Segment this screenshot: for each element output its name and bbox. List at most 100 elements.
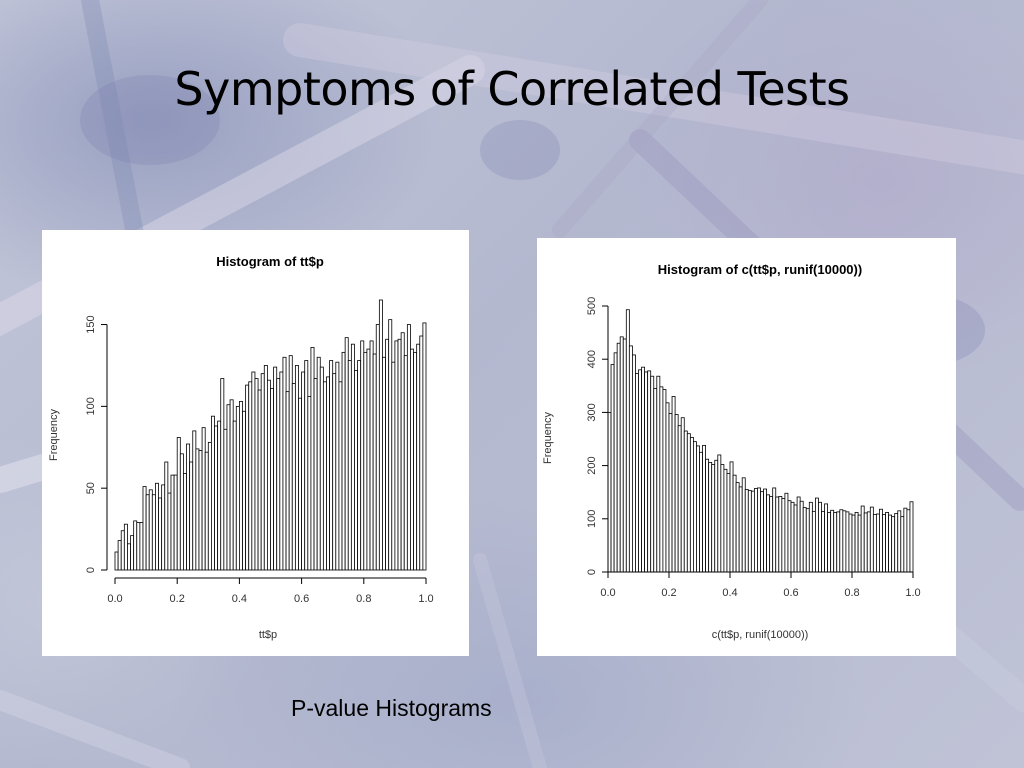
histogram-bar <box>830 509 835 573</box>
histogram-bar <box>857 514 862 573</box>
histogram-bar <box>659 386 664 573</box>
y-tick-label: 200 <box>586 456 598 474</box>
histogram-bar <box>344 337 349 571</box>
histogram-bar <box>186 443 191 571</box>
histogram-bar <box>363 351 368 571</box>
y-tick-label: 0 <box>85 567 97 573</box>
histogram-bar <box>285 391 290 571</box>
histogram-bar <box>793 504 798 573</box>
histogram-panel-left: Histogram of tt$p tt$p Frequency 0.0 0.2 0… <box>42 230 469 656</box>
histogram-bar <box>714 459 719 573</box>
histogram-bar <box>382 356 386 571</box>
histogram-bar <box>824 503 828 573</box>
histogram-bar <box>757 487 761 573</box>
y-tick-label: 50 <box>85 482 97 494</box>
histogram-bar <box>117 540 122 571</box>
histogram-bar <box>650 375 655 573</box>
y-tick-label: 500 <box>586 297 598 315</box>
histogram-bar <box>276 378 281 571</box>
histogram-panel-right: Histogram of c(tt$p, runif(10000)) c(tt$… <box>537 238 956 656</box>
histogram-bar <box>391 361 396 571</box>
histogram-bar <box>220 378 225 571</box>
histogram-bar <box>170 474 175 571</box>
histogram-bar <box>863 512 868 573</box>
histogram-bar <box>136 522 141 571</box>
histogram-bar <box>680 417 685 573</box>
x-tick-label: 0.6 <box>294 593 309 605</box>
histogram-bar <box>204 451 209 571</box>
x-tick-label: 0.6 <box>783 587 798 599</box>
histogram-bar <box>723 468 728 573</box>
x-tick-label: 1.0 <box>418 593 433 605</box>
histogram-bar <box>665 402 670 573</box>
x-tick-label: 0.8 <box>844 587 859 599</box>
histogram-bar <box>245 384 250 571</box>
histogram-bar <box>702 444 707 573</box>
histogram-bar <box>860 505 865 573</box>
histogram-bar <box>279 371 284 571</box>
histogram-bar <box>900 516 905 573</box>
histogram-bar <box>223 428 228 571</box>
chart-title: Histogram of c(tt$p, runif(10000)) <box>658 262 862 277</box>
histogram-bar <box>319 366 324 571</box>
slide-title: Symptoms of Correlated Tests <box>174 62 850 116</box>
histogram-bar <box>644 371 649 573</box>
histogram-bar <box>201 427 206 571</box>
histogram-bar <box>833 512 838 573</box>
x-tick-label: 1.0 <box>905 587 920 599</box>
histogram-bar <box>173 474 178 571</box>
histogram-bar <box>894 513 899 573</box>
histogram-bar <box>161 484 166 571</box>
histogram-bar <box>729 461 734 573</box>
histogram-bar <box>310 347 315 571</box>
histogram-bar <box>372 353 377 571</box>
histogram-bar <box>123 523 128 571</box>
histogram-bar <box>130 535 135 571</box>
histogram-bar <box>638 369 642 573</box>
histogram-bar <box>332 373 337 571</box>
histogram-bar <box>410 348 414 571</box>
histogram-bar <box>692 441 697 573</box>
histogram-bar <box>811 510 816 573</box>
histogram-bar <box>879 508 883 573</box>
histogram-bar <box>214 425 219 571</box>
histogram-bar <box>288 355 293 571</box>
chart-title: Histogram of tt$p <box>216 254 324 269</box>
histogram-bar <box>388 319 393 571</box>
histogram-bar <box>726 473 731 573</box>
histogram-bar <box>158 497 163 571</box>
histogram-bar <box>760 491 764 573</box>
histogram-bar <box>836 511 841 573</box>
histogram-bar <box>814 497 819 573</box>
histogram-bar <box>211 415 215 571</box>
histogram-bar <box>266 379 271 571</box>
histogram-bar <box>882 514 886 573</box>
histogram-bar <box>790 501 795 573</box>
histogram-bar <box>613 352 618 573</box>
histogram-bar <box>167 492 172 571</box>
histogram-bar <box>179 453 184 571</box>
histogram-bar <box>294 365 299 571</box>
histogram-bar <box>155 482 159 571</box>
histogram-bar <box>176 437 181 571</box>
histogram-bar <box>671 396 676 573</box>
histogram-bar <box>313 378 318 571</box>
histogram-bar <box>139 522 144 571</box>
histogram-bar <box>307 396 312 571</box>
histogram-bar <box>802 507 807 573</box>
histogram-bar <box>622 338 627 573</box>
axes: 0.0 0.2 0.4 0.6 0.8 1.0 0 100 200 300 400 500 <box>586 297 921 599</box>
histogram-bar <box>808 501 813 573</box>
x-tick-label: 0.2 <box>170 593 185 605</box>
slide-caption: P-value Histograms <box>291 695 492 721</box>
axes: 0.0 0.2 0.4 0.6 0.8 1.0 0 50 100 150 <box>85 315 434 605</box>
histogram-bar <box>891 516 896 573</box>
x-tick-label: 0.0 <box>600 587 615 599</box>
histogram-bar <box>341 351 346 571</box>
histogram-bar <box>260 373 265 571</box>
histogram-bar <box>127 543 131 571</box>
histogram-bar <box>235 405 240 571</box>
histogram-bar <box>909 501 914 573</box>
histogram-bar <box>625 309 630 573</box>
histogram-bar <box>416 343 421 571</box>
